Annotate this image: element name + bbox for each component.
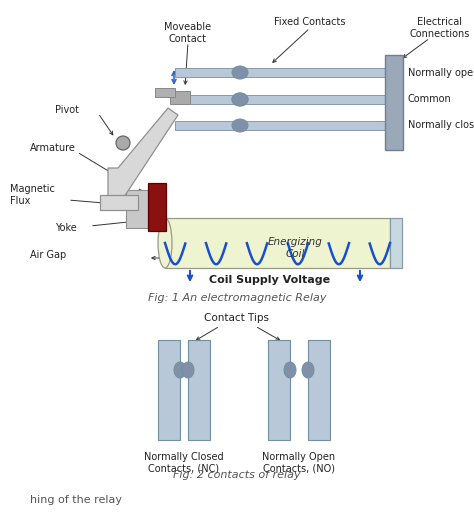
Polygon shape xyxy=(385,55,403,150)
Text: hing of the relay: hing of the relay xyxy=(30,495,122,505)
Text: Magnetic
Flux: Magnetic Flux xyxy=(10,184,55,206)
Polygon shape xyxy=(165,218,390,268)
Polygon shape xyxy=(126,190,148,228)
Ellipse shape xyxy=(284,362,296,378)
Ellipse shape xyxy=(232,119,248,132)
Text: Normally closed: Normally closed xyxy=(408,120,474,131)
Text: Contact Tips: Contact Tips xyxy=(204,313,270,323)
Circle shape xyxy=(116,136,130,150)
Polygon shape xyxy=(175,68,385,77)
Polygon shape xyxy=(100,195,138,210)
Text: Electrical
Connections: Electrical Connections xyxy=(410,17,470,39)
Polygon shape xyxy=(308,340,330,440)
Ellipse shape xyxy=(232,66,248,79)
Text: Moveable
Contact: Moveable Contact xyxy=(164,22,211,44)
Polygon shape xyxy=(188,340,210,440)
Polygon shape xyxy=(175,95,385,104)
Polygon shape xyxy=(268,340,290,440)
Text: Normally Closed
Contacts, (NC): Normally Closed Contacts, (NC) xyxy=(144,452,224,474)
Text: Energizing
Coil: Energizing Coil xyxy=(267,237,322,259)
Ellipse shape xyxy=(174,362,186,378)
Text: Normally Open
Contacts, (NO): Normally Open Contacts, (NO) xyxy=(263,452,336,474)
Text: Normally open: Normally open xyxy=(408,68,474,77)
Polygon shape xyxy=(148,183,166,231)
Text: Fixed Contacts: Fixed Contacts xyxy=(274,17,346,27)
Text: Common: Common xyxy=(408,95,452,104)
Polygon shape xyxy=(390,218,402,268)
Polygon shape xyxy=(158,340,180,440)
Text: Yoke: Yoke xyxy=(55,223,77,233)
Text: Armature: Armature xyxy=(30,143,76,153)
Ellipse shape xyxy=(302,362,314,378)
Text: Fig: 1 An electromagnetic Relay: Fig: 1 An electromagnetic Relay xyxy=(148,293,326,303)
Text: Air Gap: Air Gap xyxy=(30,250,66,260)
Ellipse shape xyxy=(182,362,194,378)
Polygon shape xyxy=(155,88,175,97)
Text: Coil Supply Voltage: Coil Supply Voltage xyxy=(210,275,330,285)
Polygon shape xyxy=(108,108,178,200)
Polygon shape xyxy=(175,121,385,130)
Text: Pivot: Pivot xyxy=(55,105,79,115)
Text: Fig: 2 contacts of relay: Fig: 2 contacts of relay xyxy=(173,470,301,480)
Polygon shape xyxy=(170,91,190,104)
Ellipse shape xyxy=(158,218,172,268)
Ellipse shape xyxy=(232,93,248,106)
Ellipse shape xyxy=(232,93,248,106)
